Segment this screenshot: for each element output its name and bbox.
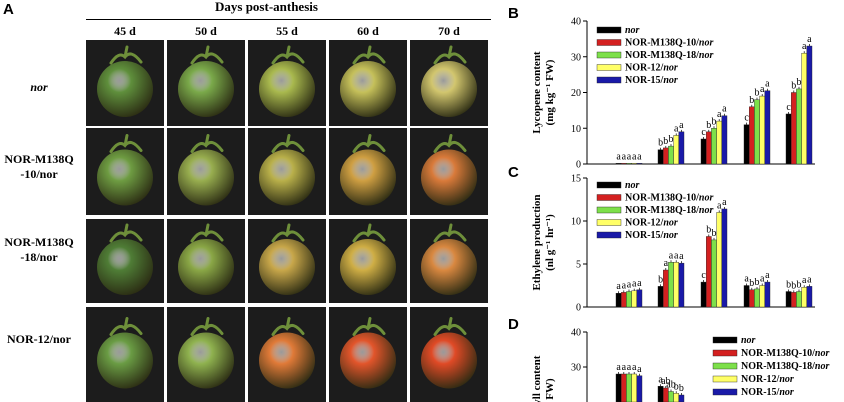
significance-label: b [679,383,684,394]
bar [679,395,684,402]
legend-swatch [713,389,737,395]
legend-swatch [713,350,737,356]
bar [621,374,626,402]
legend-swatch [713,376,737,382]
legend-swatch [713,363,737,369]
bar [626,374,631,402]
y-tick-label: 40 [571,328,581,339]
legend-swatch [713,337,737,343]
bar [674,393,679,402]
bar [632,374,637,402]
y-axis-label-line1: ophyll content [531,355,543,402]
y-tick-label: 30 [571,363,581,374]
y-axis-label-line2: FW) [544,378,556,400]
bar [668,392,673,402]
legend-entry: NOR-M138Q-10/nor [741,348,829,359]
legend-entry: nor [741,335,756,346]
significance-label: a [637,364,642,375]
bar [616,374,621,402]
bar [637,376,642,402]
legend-entry: NOR-12/nor [741,374,794,385]
legend-entry: NOR-M138Q-18/nor [741,361,829,372]
legend-entry: NOR-15/nor [741,387,794,398]
